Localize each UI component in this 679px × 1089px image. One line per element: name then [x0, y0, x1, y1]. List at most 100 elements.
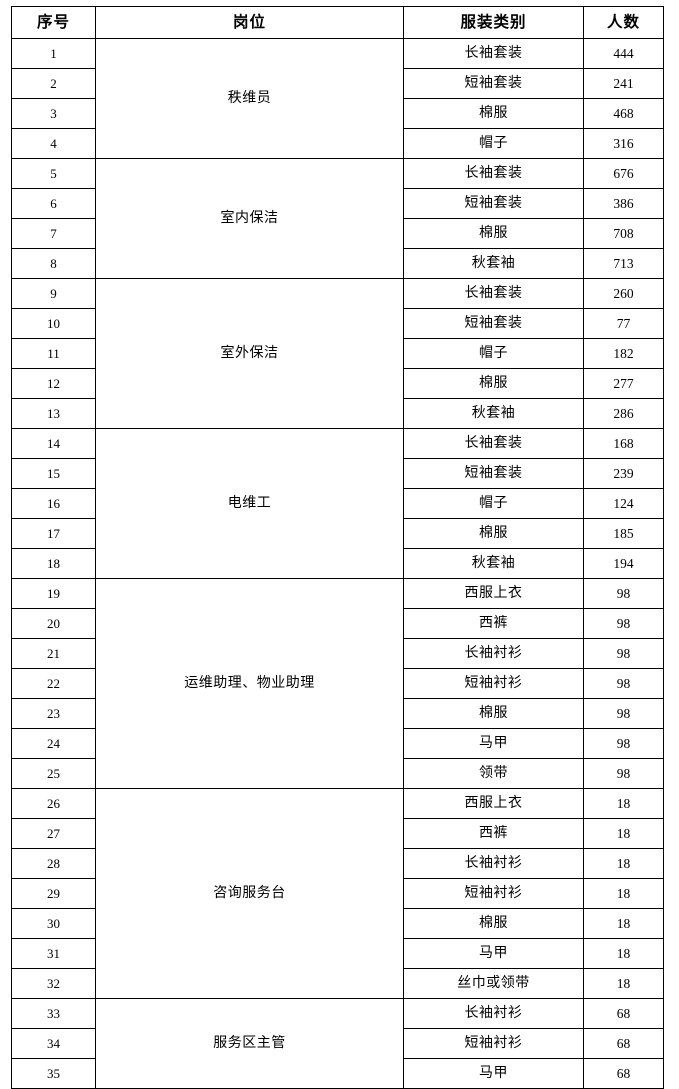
cell-count: 98	[583, 578, 664, 609]
cell-count: 18	[583, 848, 664, 879]
table-row: 26 咨询服务台 西服上衣 18	[11, 788, 664, 999]
cell-clothing-category: 马甲	[403, 1058, 584, 1089]
cell-count: 260	[583, 278, 664, 309]
cell-count: 98	[583, 638, 664, 669]
table-row: 15 短袖套装 239	[11, 458, 664, 489]
cell-clothing-category: 棉服	[403, 518, 584, 549]
cell-clothing-category: 秋套袖	[403, 548, 584, 579]
cell-clothing-category: 丝巾或领带	[403, 968, 584, 999]
cell-sequence: 19	[11, 578, 96, 609]
table-row: 5 室内保洁 长袖套装 676	[11, 158, 664, 279]
cell-post: 秩维员	[95, 38, 404, 159]
cell-sequence: 31	[11, 938, 96, 969]
cell-count: 98	[583, 698, 664, 729]
cell-clothing-category: 长袖套装	[403, 278, 584, 309]
table-row: 14 电维工 长袖套装 168	[11, 428, 664, 579]
cell-sequence: 33	[11, 998, 96, 1029]
cell-clothing-category: 短袖衬衫	[403, 668, 584, 699]
cell-sequence: 29	[11, 878, 96, 909]
table-row: 10 短袖套装 77	[11, 308, 664, 339]
document-page: 序号 岗位 服装类别 人数 1 秩维员 长袖套装 444 2 短袖套装 241 3 棉服 468 4…	[11, 6, 664, 1089]
cell-sequence: 11	[11, 338, 96, 369]
cell-post: 咨询服务台	[95, 788, 404, 999]
table-row: 19 运维助理、物业助理 西服上衣 98	[11, 578, 664, 789]
cell-count: 98	[583, 758, 664, 789]
cell-count: 239	[583, 458, 664, 489]
table-row: 33 服务区主管 长袖衬衫 68	[11, 998, 664, 1089]
cell-clothing-category: 领带	[403, 758, 584, 789]
cell-clothing-category: 帽子	[403, 488, 584, 519]
cell-sequence: 21	[11, 638, 96, 669]
cell-clothing-category: 西裤	[403, 818, 584, 849]
table-row: 16 帽子 124	[11, 488, 664, 519]
cell-count: 18	[583, 788, 664, 819]
cell-count: 18	[583, 968, 664, 999]
cell-sequence: 2	[11, 68, 96, 99]
cell-sequence: 24	[11, 728, 96, 759]
cell-sequence: 8	[11, 248, 96, 279]
cell-sequence: 12	[11, 368, 96, 399]
cell-clothing-category: 马甲	[403, 938, 584, 969]
cell-count: 185	[583, 518, 664, 549]
table-row: 9 室外保洁 长袖套装 260	[11, 278, 664, 429]
column-header-post: 岗位	[95, 6, 404, 39]
column-header-category: 服装类别	[403, 6, 584, 39]
table-row: 3 棉服 468	[11, 98, 664, 129]
table-row: 1 秩维员 长袖套装 444	[11, 38, 664, 159]
cell-sequence: 15	[11, 458, 96, 489]
column-header-seq: 序号	[11, 6, 96, 39]
table-row: 12 棉服 277	[11, 368, 664, 399]
table-row: 18 秋套袖 194	[11, 548, 664, 579]
table-row: 6 短袖套装 386	[11, 188, 664, 219]
cell-clothing-category: 帽子	[403, 338, 584, 369]
cell-post: 电维工	[95, 428, 404, 579]
cell-clothing-category: 秋套袖	[403, 248, 584, 279]
cell-sequence: 20	[11, 608, 96, 639]
table-row: 11 帽子 182	[11, 338, 664, 369]
cell-clothing-category: 长袖衬衫	[403, 848, 584, 879]
cell-sequence: 23	[11, 698, 96, 729]
table-row: 28 长袖衬衫 18	[11, 848, 664, 879]
table-row: 32 丝巾或领带 18	[11, 968, 664, 999]
cell-count: 182	[583, 338, 664, 369]
cell-sequence: 9	[11, 278, 96, 309]
table-row: 4 帽子 316	[11, 128, 664, 159]
cell-count: 676	[583, 158, 664, 189]
cell-post: 室内保洁	[95, 158, 404, 279]
cell-count: 168	[583, 428, 664, 459]
cell-sequence: 34	[11, 1028, 96, 1059]
cell-clothing-category: 马甲	[403, 728, 584, 759]
table-row: 27 西裤 18	[11, 818, 664, 849]
cell-clothing-category: 西裤	[403, 608, 584, 639]
cell-sequence: 16	[11, 488, 96, 519]
cell-count: 18	[583, 938, 664, 969]
cell-clothing-category: 棉服	[403, 98, 584, 129]
cell-count: 713	[583, 248, 664, 279]
cell-sequence: 30	[11, 908, 96, 939]
cell-count: 241	[583, 68, 664, 99]
cell-count: 468	[583, 98, 664, 129]
cell-clothing-category: 短袖套装	[403, 308, 584, 339]
cell-sequence: 14	[11, 428, 96, 459]
cell-clothing-category: 长袖套装	[403, 158, 584, 189]
cell-clothing-category: 长袖套装	[403, 428, 584, 459]
cell-clothing-category: 短袖套装	[403, 188, 584, 219]
cell-count: 18	[583, 908, 664, 939]
table-row: 21 长袖衬衫 98	[11, 638, 664, 669]
cell-clothing-category: 西服上衣	[403, 578, 584, 609]
cell-count: 68	[583, 1058, 664, 1089]
table-row: 2 短袖套装 241	[11, 68, 664, 99]
cell-sequence: 6	[11, 188, 96, 219]
cell-post: 运维助理、物业助理	[95, 578, 404, 789]
cell-clothing-category: 长袖套装	[403, 38, 584, 69]
cell-sequence: 32	[11, 968, 96, 999]
table-row: 31 马甲 18	[11, 938, 664, 969]
table-body: 1 秩维员 长袖套装 444 2 短袖套装 241 3 棉服 468 4 帽子 316 5 室内保洁 长袖套装…	[11, 38, 664, 1089]
table-row: 29 短袖衬衫 18	[11, 878, 664, 909]
cell-count: 68	[583, 1028, 664, 1059]
cell-sequence: 28	[11, 848, 96, 879]
cell-count: 194	[583, 548, 664, 579]
cell-sequence: 25	[11, 758, 96, 789]
column-header-count: 人数	[583, 6, 664, 39]
cell-count: 98	[583, 668, 664, 699]
